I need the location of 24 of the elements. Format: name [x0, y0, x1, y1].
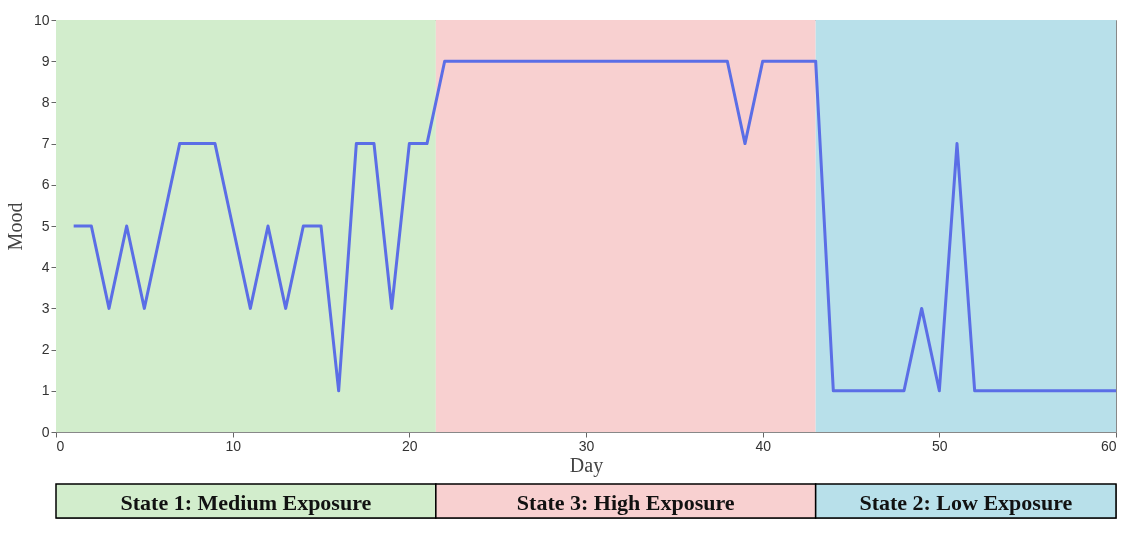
y-tick-label: 0	[41, 423, 50, 440]
band-label: State 1: Medium Exposure	[120, 490, 372, 515]
band-label: State 2: Low Exposure	[859, 490, 1073, 515]
x-axis-title: Day	[569, 453, 604, 477]
x-tick-label: 20	[402, 437, 418, 454]
x-tick-label: 10	[225, 437, 242, 454]
y-tick-label: 10	[33, 11, 50, 28]
y-tick-label: 5	[41, 217, 50, 234]
x-tick-label: 0	[56, 437, 65, 454]
y-tick-label: 3	[41, 299, 50, 316]
y-tick-label: 6	[41, 176, 50, 193]
x-tick-label: 60	[1100, 437, 1117, 454]
x-tick-label: 30	[578, 437, 595, 454]
y-tick-label: 1	[41, 382, 50, 399]
y-tick-label: 2	[41, 341, 50, 358]
y-tick-label: 7	[41, 135, 50, 152]
y-tick-label: 8	[41, 93, 50, 110]
x-tick-label: 50	[932, 437, 948, 454]
y-tick-label: 9	[41, 52, 50, 69]
line-series	[72, 59, 1118, 393]
x-tick-label: 40	[755, 437, 772, 454]
band-label: State 3: High Exposure	[516, 490, 735, 515]
y-axis-title: Mood	[3, 202, 26, 251]
y-tick-label: 4	[41, 258, 50, 275]
